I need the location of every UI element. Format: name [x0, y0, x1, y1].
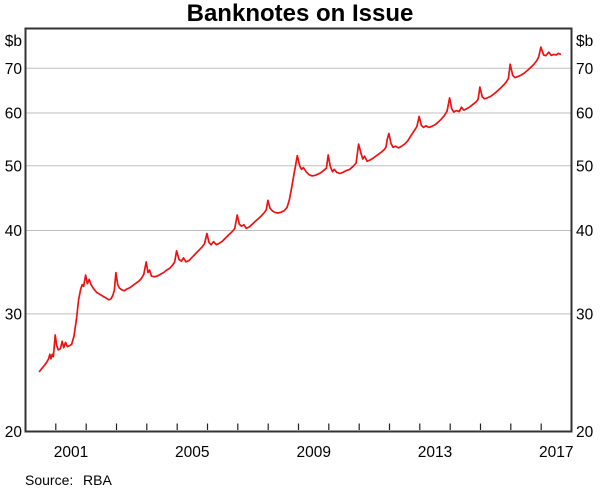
y-axis-labels-right: 20 30 40 50 60 70: [576, 61, 594, 441]
chart-title: Banknotes on Issue: [187, 0, 414, 27]
y-label-right-20: 20: [576, 424, 594, 441]
y-label-left-70: 70: [5, 61, 23, 78]
source-label: Source:: [25, 472, 73, 488]
y-label-left-40: 40: [5, 223, 23, 240]
x-label-2013: 2013: [418, 444, 452, 461]
y-label-right-60: 60: [576, 106, 594, 123]
y-axis-unit-left: $b: [5, 33, 22, 50]
y-label-right-70: 70: [576, 61, 594, 78]
y-axis-unit-right: $b: [576, 33, 593, 50]
y-label-left-30: 30: [5, 306, 23, 323]
y-label-right-40: 40: [576, 223, 594, 240]
y-label-left-20: 20: [5, 424, 23, 441]
x-label-2005: 2005: [175, 444, 209, 461]
y-label-left-60: 60: [5, 106, 23, 123]
plot-frame: [24, 27, 573, 433]
data-line-banknotes: [38, 46, 562, 373]
y-label-right-50: 50: [576, 158, 594, 175]
x-label-2001: 2001: [54, 444, 88, 461]
source-value: RBA: [83, 472, 112, 488]
y-axis-labels-left: 20 30 40 50 60 70: [5, 61, 23, 441]
y-label-left-50: 50: [5, 158, 23, 175]
x-axis-labels: 2001 2005 2009 2013 2017: [54, 444, 574, 461]
x-label-2017: 2017: [539, 444, 573, 461]
gridlines: [25, 67, 572, 315]
x-axis-ticks: [55, 423, 542, 430]
x-label-2009: 2009: [296, 444, 330, 461]
y-label-right-30: 30: [576, 306, 594, 323]
